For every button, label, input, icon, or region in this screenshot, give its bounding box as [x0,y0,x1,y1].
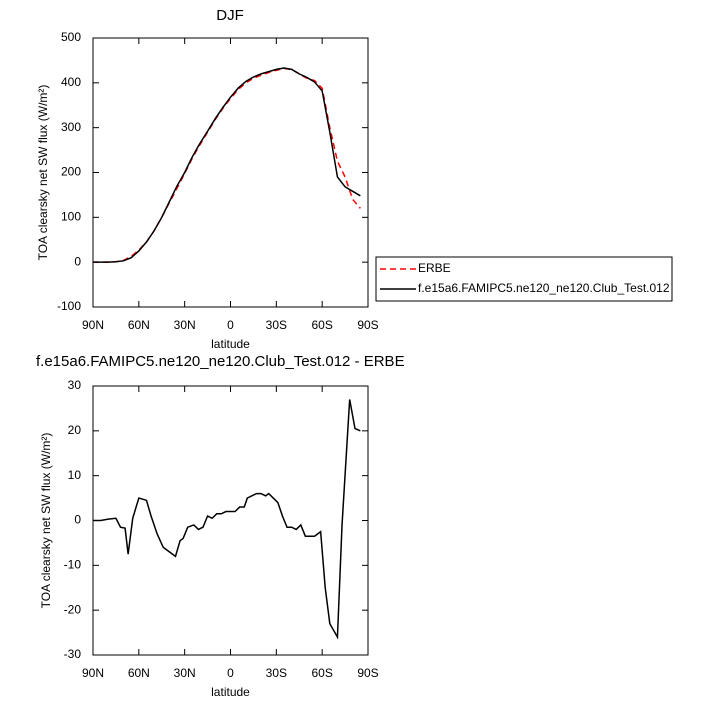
y-tick-label: 100 [61,210,81,224]
chart-title: DJF [216,7,244,24]
y-tick-label: 10 [68,468,82,482]
x-tick-label: 30N [174,666,196,680]
x-tick-label: 90N [82,666,104,680]
legend-box [375,256,673,302]
x-tick-label: 90N [82,318,104,332]
x-tick-label: 30N [174,318,196,332]
x-tick-label: 90S [357,318,378,332]
x-axis-label: latitude [211,337,250,351]
x-tick-label: 60S [311,666,332,680]
data-line [93,67,361,263]
x-tick-label: 30S [266,666,287,680]
x-tick-label: 60S [311,318,332,332]
x-tick-label: 90S [357,666,378,680]
plot-frame [92,37,369,308]
y-tick-label: -100 [57,299,81,313]
y-axis-label: TOA clearsky net SW flux (W/m²) [36,85,50,261]
data-line [93,67,361,263]
legend-label: f.e15a6.FAMIPC5.ne120_ne120.Club_Test.01… [418,281,670,295]
data-line [93,399,361,640]
y-tick-label: 200 [61,165,81,179]
y-tick-label: 20 [68,423,82,437]
y-tick-label: 30 [68,378,82,392]
legend-label: ERBE [418,261,451,275]
x-tick-label: 30S [266,318,287,332]
y-tick-label: 400 [61,75,81,89]
y-tick-label: -30 [64,647,82,661]
x-tick-label: 0 [227,318,234,332]
chart-title: f.e15a6.FAMIPC5.ne120_ne120.Club_Test.01… [36,353,405,370]
x-tick-label: 60N [128,666,150,680]
x-tick-label: 0 [227,666,234,680]
y-tick-label: -10 [64,558,82,572]
plot-frame [92,385,369,656]
y-tick-label: -20 [64,602,82,616]
x-axis-label: latitude [211,685,250,699]
y-axis-label: TOA clearsky net SW flux (W/m²) [39,433,53,609]
x-tick-label: 60N [128,318,150,332]
y-tick-label: 300 [61,120,81,134]
y-tick-label: 0 [74,254,81,268]
y-tick-label: 500 [61,30,81,44]
y-tick-label: 0 [74,513,81,527]
legend: ERBE f.e15a6.FAMIPC5.ne120_ne120.Club_Tes… [375,256,673,302]
